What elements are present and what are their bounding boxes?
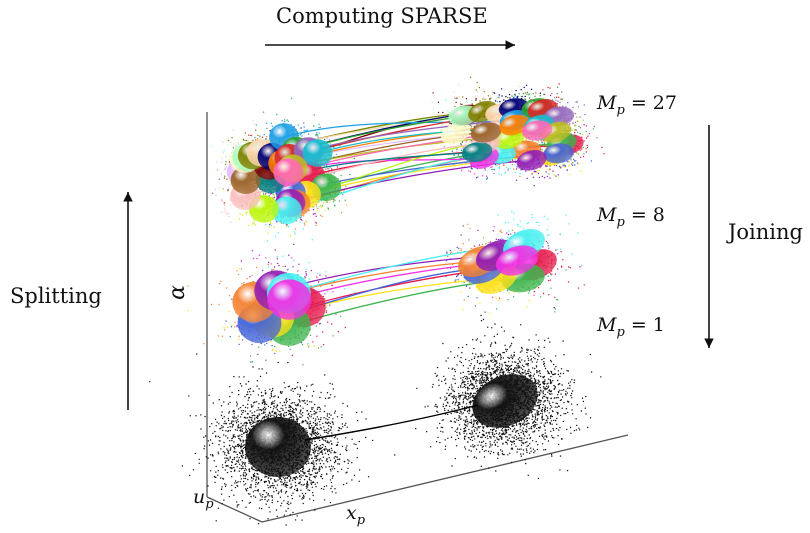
up-axis-label: up: [193, 486, 214, 512]
up-axis-main: u: [193, 486, 205, 508]
level-27-clusters: [211, 77, 605, 242]
level-27-label: Mp = 27: [597, 92, 677, 118]
level-1-value: = 1: [631, 314, 665, 336]
level-8-var-sub: p: [616, 215, 624, 230]
level-8-value: = 8: [631, 204, 665, 226]
level-27-var-sub: p: [616, 103, 624, 118]
level-27-value: = 27: [631, 92, 677, 114]
mid-left-ellipsoid-7: [267, 279, 311, 319]
computing-sparse-label: Computing SPARSE: [276, 4, 488, 28]
level-1-var-sub: p: [616, 325, 624, 340]
joining-label: Joining: [728, 220, 803, 244]
top-left-ellipsoid-26: [273, 159, 303, 187]
up-axis-sub: p: [205, 497, 213, 512]
level-1-var: M: [597, 314, 616, 336]
top-left-ellipsoid-24: [303, 139, 333, 167]
xp-axis-main: x: [346, 502, 357, 524]
level-8-clusters: [187, 211, 585, 366]
depth-axis-line: [207, 497, 262, 522]
level-1-label: Mp = 1: [597, 314, 665, 340]
left-base-ellipsoid: [245, 417, 311, 477]
alpha-axis-label: α: [165, 285, 190, 300]
level-27-var: M: [597, 92, 616, 114]
xp-axis-sub: p: [357, 513, 365, 528]
splitting-label: Splitting: [10, 284, 102, 308]
level-8-var: M: [597, 204, 616, 226]
xp-axis-label: xp: [346, 502, 365, 528]
level-8-label: Mp = 8: [597, 204, 665, 230]
